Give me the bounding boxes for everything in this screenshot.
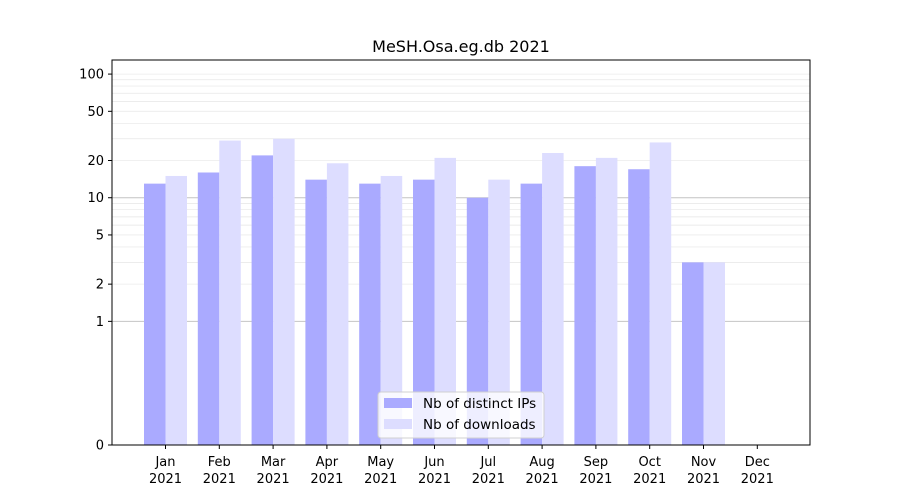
x-tick-label-month: Nov bbox=[691, 455, 717, 470]
x-tick-label-month: Dec bbox=[745, 455, 770, 470]
y-tick-label: 20 bbox=[87, 154, 104, 169]
x-tick-label-year: 2021 bbox=[741, 472, 774, 487]
x-tick-label-year: 2021 bbox=[579, 472, 612, 487]
x-tick-label-month: May bbox=[367, 455, 394, 470]
bar-aug-distinct-ips bbox=[520, 183, 543, 445]
legend-label: Nb of distinct IPs bbox=[423, 396, 536, 412]
x-tick-label-year: 2021 bbox=[472, 472, 505, 487]
bar-jun-distinct-ips bbox=[413, 179, 435, 446]
x-tick-label-month: Mar bbox=[261, 455, 286, 470]
x-tick-label-month: Jul bbox=[479, 455, 496, 470]
y-tick-label: 50 bbox=[87, 105, 104, 120]
bar-aug-downloads bbox=[542, 153, 564, 445]
x-tick-label-year: 2021 bbox=[687, 472, 720, 487]
bar-feb-distinct-ips bbox=[197, 172, 220, 446]
x-axis: Jan 2021 Feb 2021 Mar 2021 Apr 2021 May 2021 Jun 20… bbox=[149, 445, 774, 487]
x-tick-label-month: Oct bbox=[638, 455, 660, 470]
x-tick-label-year: 2021 bbox=[364, 472, 397, 487]
bar-nov-downloads bbox=[703, 262, 725, 445]
bar-nov-distinct-ips bbox=[682, 262, 704, 445]
legend-box bbox=[377, 391, 545, 439]
x-tick-label-month: Aug bbox=[529, 455, 554, 470]
bar-jun-downloads bbox=[434, 157, 456, 446]
x-tick-label-year: 2021 bbox=[149, 472, 182, 487]
bar-feb-downloads bbox=[219, 140, 241, 445]
bar-may-distinct-ips bbox=[359, 183, 381, 445]
legend-swatch bbox=[384, 398, 412, 408]
bar-jul-distinct-ips bbox=[466, 197, 489, 445]
x-tick-label-year: 2021 bbox=[203, 472, 236, 487]
y-tick-label: 100 bbox=[79, 68, 104, 83]
x-tick-label-month: Apr bbox=[316, 455, 339, 470]
bar-may-downloads bbox=[380, 175, 403, 445]
y-tick-label: 5 bbox=[96, 228, 104, 243]
plot-frame bbox=[111, 59, 811, 446]
legend-label: Nb of downloads bbox=[423, 417, 536, 433]
bar-sep-distinct-ips bbox=[574, 166, 596, 445]
x-tick-label-year: 2021 bbox=[257, 472, 290, 487]
bar-oct-downloads bbox=[649, 142, 672, 445]
bar-jul-downloads bbox=[488, 179, 510, 446]
bar-mar-distinct-ips bbox=[251, 155, 274, 445]
bar-sep-downloads bbox=[595, 157, 618, 446]
x-tick-label-month: Jun bbox=[423, 455, 444, 470]
x-tick-label-year: 2021 bbox=[310, 472, 343, 487]
x-tick-label-year: 2021 bbox=[526, 472, 559, 487]
bar-apr-distinct-ips bbox=[305, 179, 327, 446]
y-tick-label: 10 bbox=[87, 191, 104, 206]
x-tick-label-year: 2021 bbox=[418, 472, 451, 487]
bar-oct-distinct-ips bbox=[628, 169, 650, 445]
legend-swatch bbox=[384, 419, 412, 429]
x-tick-label-month: Sep bbox=[584, 455, 609, 470]
y-tick-label: 2 bbox=[96, 278, 104, 293]
bar-jan-downloads bbox=[165, 175, 187, 445]
y-tick-label: 1 bbox=[96, 315, 104, 330]
y-tick-label: 0 bbox=[96, 439, 104, 454]
chart-title: MeSH.Osa.eg.db 2021 bbox=[372, 37, 550, 56]
y-axis: 0 1 2 5 10 20 50 100 bbox=[79, 68, 112, 454]
bar-jan-distinct-ips bbox=[144, 183, 166, 445]
bars bbox=[144, 138, 725, 446]
legend: Nb of distinct IPs Nb of downloads bbox=[377, 391, 545, 439]
x-tick-label-month: Feb bbox=[208, 455, 231, 470]
x-tick-label-year: 2021 bbox=[633, 472, 666, 487]
x-tick-label-month: Jan bbox=[154, 455, 175, 470]
bar-mar-downloads bbox=[273, 138, 295, 446]
bar-apr-downloads bbox=[326, 163, 349, 445]
